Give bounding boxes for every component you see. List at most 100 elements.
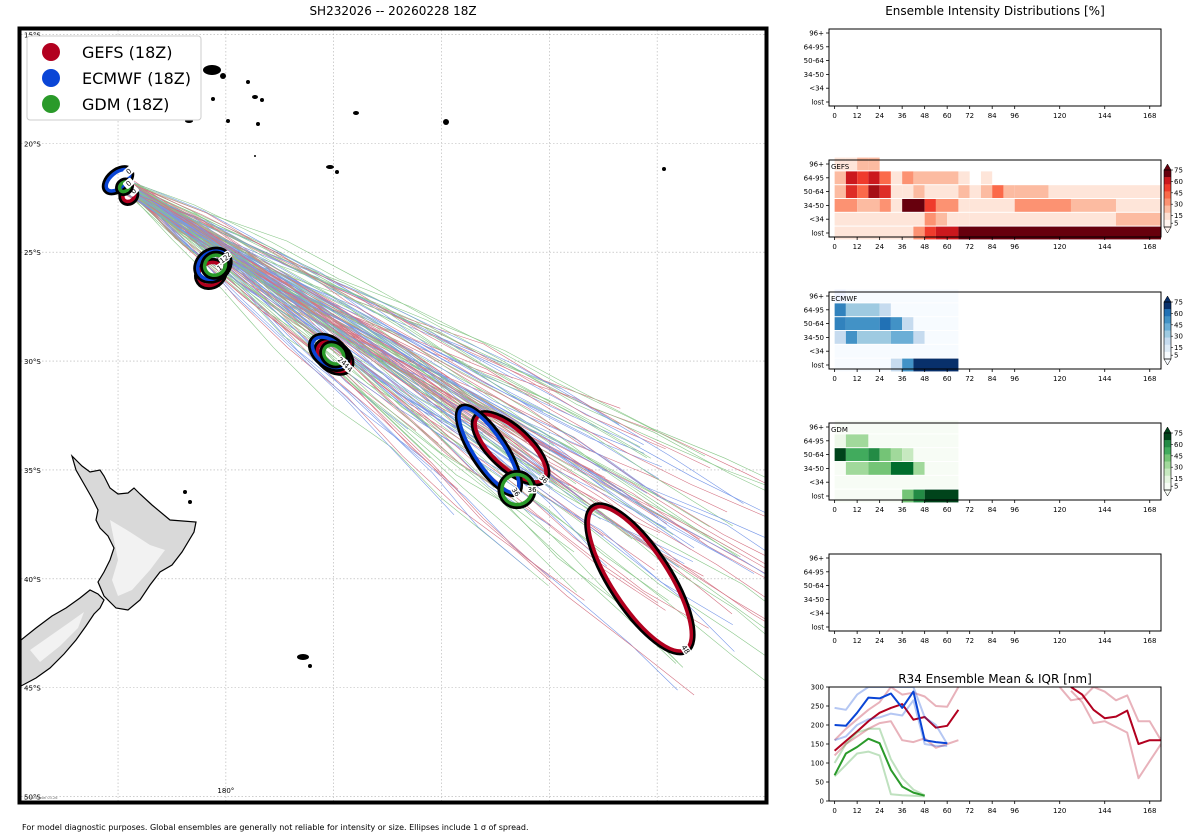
heatmap-cell [845,434,869,448]
x-tick-label: 0 [832,506,836,514]
colorbar-segment [1164,461,1171,469]
lat-tick-label: 20°S [24,140,41,148]
heatmap-cell [980,185,993,199]
heatmap-cell [902,185,914,199]
x-tick-label: 0 [832,375,836,383]
r34-x-tick-label: 168 [1143,807,1156,815]
heatmap-cell [913,461,925,475]
colorbar-frame [1163,301,1172,360]
ellipse-hour-label: 36 [528,486,537,494]
heatmap-cell [890,303,959,317]
heatmap-cell [1014,198,1071,212]
x-tick-label: 120 [1053,506,1066,514]
r34-x-tick-label: 60 [943,807,952,815]
heatmap-cell [845,157,858,171]
colorbar-tick-label: 60 [1174,310,1183,318]
y-tick-label: 34-50 [804,596,824,604]
colorbar-tick-label: 60 [1174,441,1183,449]
heatmap-cell [969,212,1116,226]
colorbar-segment [1164,184,1171,192]
colorbar-segment [1164,302,1171,310]
colorbar-segment [1164,198,1171,206]
heatmap-cell [924,212,936,226]
y-tick-label: <34 [809,479,824,487]
lat-tick-label: 30°S [24,358,41,366]
heatmap-cell [834,303,846,317]
island [254,155,256,157]
colorbar-segment [1164,191,1171,199]
heatmap-cell [902,448,914,462]
y-tick-label: <34 [809,610,824,618]
heatmap-cell [913,185,925,199]
colorbar-segment [1164,316,1171,324]
colorbar-tick-label: 15 [1174,475,1183,483]
r34-plot-area [833,687,1161,798]
heatmap-cell [834,171,846,185]
y-tick-label: 64-95 [804,174,824,182]
ensemble-track [131,182,765,478]
panel-frame [828,291,1162,370]
r34-series-gdm-mean [833,737,925,797]
colorbar-segment [1164,468,1171,477]
heatmap-cell [879,317,891,331]
ellipse-hour-label: 48 [679,644,691,656]
x-tick-label: 72 [965,637,974,645]
heatmap-cell [845,185,858,199]
colorbar-segment [1164,330,1171,338]
heatmap-cell [868,185,880,199]
heatmap-cell [879,303,891,317]
heatmap-cell [890,330,914,344]
ellipse-ecmwf-36h: 36 [454,403,523,499]
island [335,170,339,174]
colorbar-segment [1164,205,1171,214]
ensemble-track [126,182,648,494]
x-tick-label: 36 [898,112,907,120]
ellipse-hour-label: 0 [125,179,134,188]
heatmap-cell [834,317,846,331]
y-tick-label: lost [811,99,824,107]
r34-x-tick-label: 120 [1053,807,1066,815]
heatmap-cell [924,461,959,475]
heatmap-cell [980,171,993,185]
x-tick-label: 12 [853,506,862,514]
ellipse-hour-label: 12 [218,254,230,266]
x-tick-label: 84 [988,506,997,514]
heatmap-cell [1115,212,1161,226]
ensemble-track [126,181,424,459]
ensemble-track [125,189,439,444]
heatmap-cell [868,448,880,462]
ensemble-track [123,183,733,527]
r34-series-gdm-iqr-upper [833,727,926,797]
heatmap-cell [845,317,880,331]
ensemble-track [123,189,679,663]
panel-bg [829,554,1161,631]
ensemble-track [127,180,738,557]
island [203,65,221,75]
x-tick-label: 0 [832,637,836,645]
legend-swatch-1 [42,43,60,61]
lat-tick-label: 45°S [24,685,41,693]
x-tick-label: 48 [920,637,929,645]
y-tick-label: 96+ [809,555,824,563]
heatmap-cell [834,434,846,448]
x-tick-label: 96 [1010,506,1019,514]
ensemble-track [122,184,551,404]
legend-label-3: GDM (18Z) [82,95,169,114]
y-tick-label: 50-64 [804,188,825,196]
x-tick-label: 168 [1143,637,1156,645]
y-tick-label: 64-95 [804,306,824,314]
ensemble-track [127,186,765,513]
colorbar-tick-label: 75 [1174,299,1183,307]
y-tick-label: 34-50 [804,202,824,210]
ensemble-track [126,183,641,448]
x-tick-label: 120 [1053,243,1066,251]
ellipse-gdm-0h: 0 [115,177,135,197]
heatmap-panel-2: 96+ 64-95 50-64 34-50 <34 lost 0 12 24 36 48 60 72 84… [804,157,1183,251]
heatmap-cell [958,171,970,185]
x-tick-label: 72 [965,243,974,251]
heatmap-cell [834,358,891,372]
x-tick-label: 48 [920,243,929,251]
x-tick-label: 144 [1098,375,1112,383]
ensemble-track [125,179,706,457]
colorbar-tick-label: 5 [1174,352,1178,360]
